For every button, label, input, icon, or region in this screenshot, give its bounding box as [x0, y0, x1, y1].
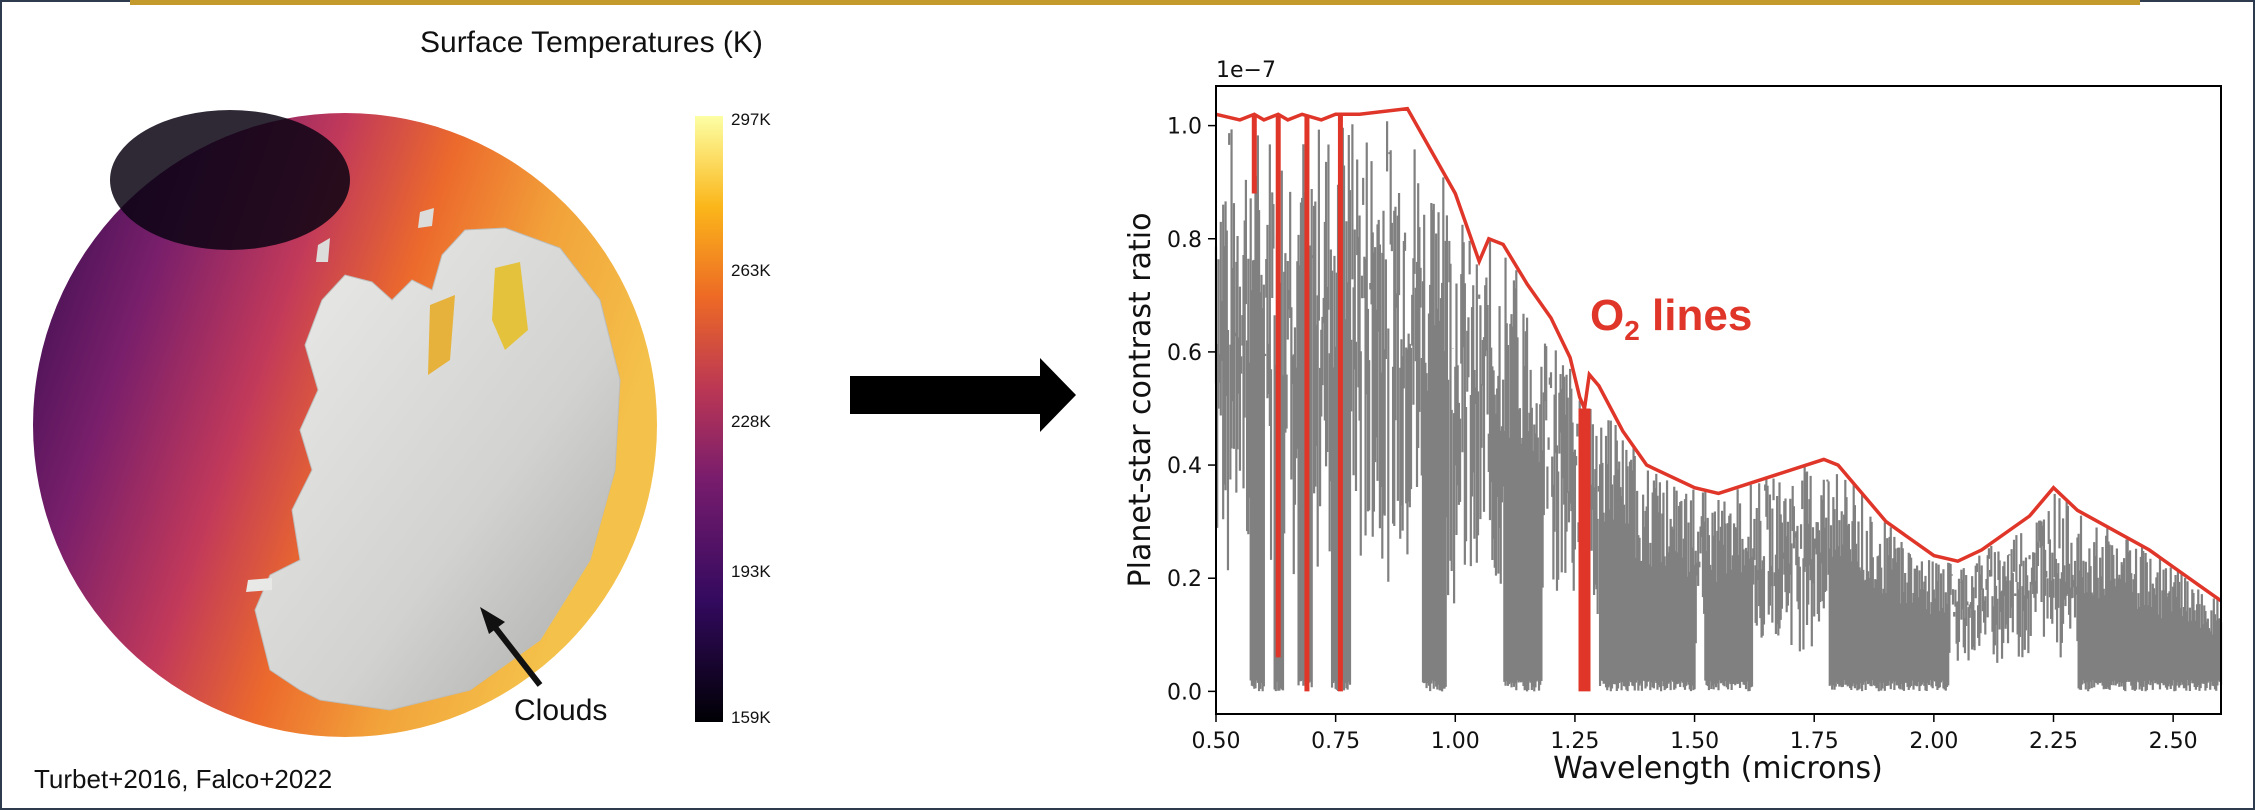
x-tick-label: 1.25: [1550, 729, 1599, 754]
cloud-layer: [254, 227, 621, 711]
colorbar-tick-159: 159K: [731, 708, 771, 727]
series-line-envelope: [1215, 106, 2223, 603]
colorbar-tick-228: 228K: [731, 412, 771, 431]
y-axis-label: Planet-star contrast ratio: [1123, 213, 1158, 588]
colorbar: [695, 116, 723, 722]
axis-offset-label: 1e−7: [1216, 58, 1276, 83]
citation-text: Turbet+2016, Falco+2022: [34, 764, 333, 794]
y-tick-label: 0.2: [1167, 567, 1202, 592]
x-tick-label: 0.75: [1311, 729, 1360, 754]
clouds-pointer-head: [480, 607, 505, 634]
x-tick-label: 2.25: [2029, 729, 2078, 754]
small-cloud-patch-3: [246, 578, 272, 592]
colorbar-tick-297: 297K: [731, 110, 771, 129]
x-tick-label: 1.75: [1790, 729, 1839, 754]
x-tick-label: 2.50: [2149, 729, 2198, 754]
colorbar-ticks: 297K 263K 228K 193K 159K: [731, 110, 771, 727]
surface-temperature-title: Surface Temperatures (K): [420, 26, 763, 59]
x-tick-label: 2.00: [1909, 729, 1958, 754]
y-tick-label: 0.8: [1167, 228, 1202, 253]
o2-lines-annotation: O2 lines: [1590, 291, 1752, 346]
y-tick-label: 0.0: [1167, 680, 1202, 705]
x-tick-label: 0.50: [1192, 729, 1241, 754]
warm-gap-region-2: [428, 295, 455, 375]
y-tick-label: 0.6: [1167, 341, 1202, 366]
small-cloud-patch-2: [418, 208, 434, 228]
colorbar-tick-263: 263K: [731, 261, 771, 280]
x-tick-label: 1.00: [1431, 729, 1480, 754]
x-tick-label: 1.50: [1670, 729, 1719, 754]
warm-gap-region: [492, 262, 528, 350]
y-tick-label: 0.4: [1167, 454, 1202, 479]
clouds-label: Clouds: [514, 694, 608, 727]
cold-pole-region: [110, 110, 350, 250]
plot-frame: [1215, 85, 2222, 715]
slide-top-accent: [130, 0, 2140, 5]
gray-spectrum: [1214, 121, 2223, 692]
x-axis-label: Wavelength (microns): [1553, 751, 1883, 786]
small-cloud-patch: [316, 238, 330, 262]
y-tick-label: 1.0: [1167, 115, 1202, 140]
colorbar-tick-193: 193K: [731, 562, 771, 581]
